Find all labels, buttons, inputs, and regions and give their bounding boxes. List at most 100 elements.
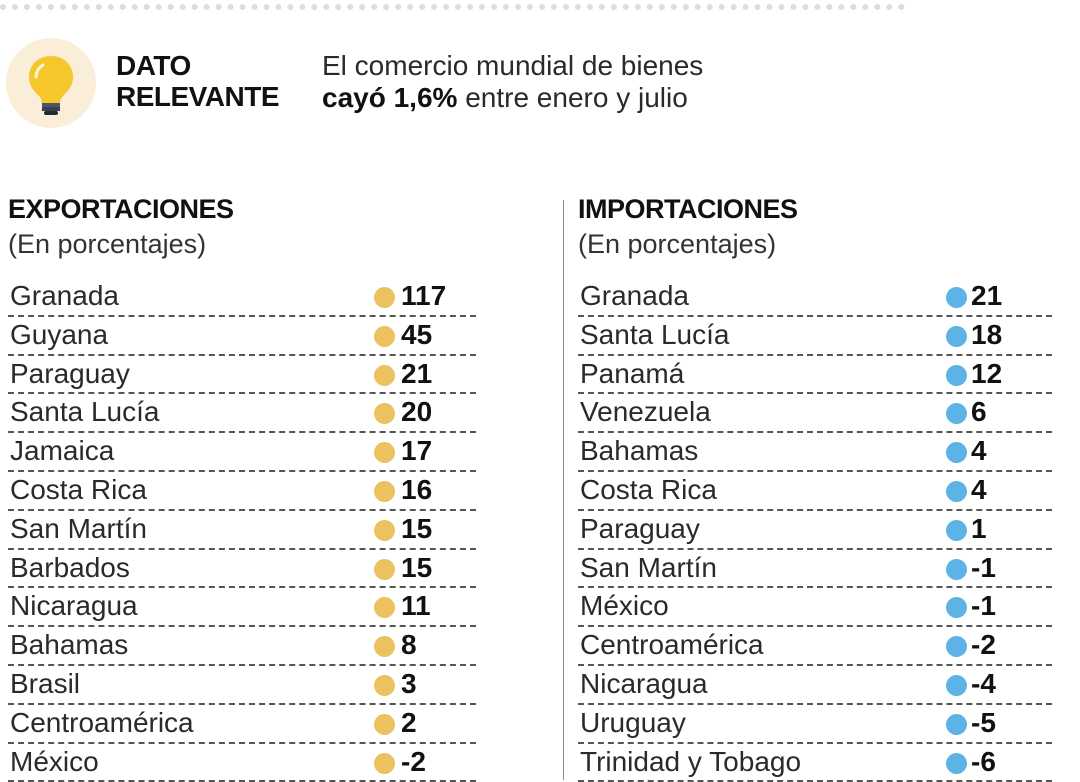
exports-title: EXPORTACIONES: [8, 194, 234, 224]
export-value: 2: [401, 706, 417, 738]
export-country-name: Centroamérica: [10, 706, 194, 738]
export-row: Bahamas 8: [8, 627, 476, 666]
exports-subtitle: (En porcentajes): [8, 229, 207, 259]
import-value: 12: [971, 357, 1003, 389]
lightbulb-icon: [6, 38, 96, 128]
import-dot-marker: [946, 325, 967, 347]
export-value: -2: [401, 745, 426, 777]
import-value: 4: [971, 435, 987, 467]
import-country-name: Bahamas: [580, 435, 699, 467]
export-country-name: Barbados: [10, 551, 130, 583]
export-dot-marker: [374, 403, 395, 425]
export-row: Nicaragua 11: [8, 588, 476, 628]
import-value: -2: [971, 629, 996, 661]
export-dot-marker: [374, 597, 395, 619]
import-dot-marker: [946, 558, 967, 580]
import-dot-marker: [946, 480, 967, 502]
export-value: 3: [401, 667, 417, 699]
export-country-name: Guyana: [10, 318, 109, 350]
import-dot-marker: [946, 597, 967, 619]
dato-text-line1: El comercio mundial de bienes: [322, 50, 704, 81]
import-dot-marker: [946, 287, 967, 308]
export-value: 8: [401, 629, 417, 661]
dato-text-line2: cayó 1,6% entre enero y julio: [322, 82, 842, 114]
export-row: México -2: [8, 744, 476, 782]
import-row: Trinidad y Tobago -6: [578, 744, 1052, 782]
export-row: Santa Lucía 20: [8, 394, 476, 434]
import-dot-marker: [946, 442, 967, 464]
top-cropped-text: [0, 0, 905, 10]
export-dot-marker: [374, 364, 395, 386]
export-row: Granada 117: [8, 278, 476, 317]
dato-label-line1: DATO: [116, 50, 191, 81]
imports-subtitle: (En porcentajes): [578, 229, 777, 259]
import-row: San Martín -1: [578, 550, 1052, 589]
export-value: 15: [401, 512, 433, 544]
export-dot-marker: [374, 325, 395, 347]
imports-panel: IMPORTACIONES (En porcentajes) Granada 21…: [578, 193, 1052, 782]
import-row: Bahamas 4: [578, 433, 1052, 472]
export-value: 16: [401, 473, 433, 505]
import-dot-marker: [946, 364, 967, 386]
export-country-name: Santa Lucía: [10, 396, 160, 428]
dato-text-rest: entre enero y julio: [457, 82, 688, 113]
column-divider: [563, 200, 564, 780]
import-row: Granada 21: [578, 278, 1052, 317]
export-value: 21: [401, 357, 433, 389]
import-dot-marker: [946, 636, 967, 658]
import-country-name: Trinidad y Tobago: [580, 745, 802, 777]
dato-text-highlight: cayó 1,6%: [322, 82, 458, 113]
export-country-name: Costa Rica: [10, 473, 147, 505]
import-row: Nicaragua -4: [578, 666, 1052, 705]
import-row: Costa Rica 4: [578, 472, 1052, 511]
export-row: Paraguay 21: [8, 356, 476, 395]
import-dot-marker: [946, 403, 967, 425]
export-dot-marker: [374, 636, 395, 658]
export-country-name: San Martín: [10, 512, 147, 544]
dato-relevante-text: El comercio mundial de bienes cayó 1,6% …: [322, 50, 842, 114]
import-value: 1: [971, 512, 987, 544]
export-dot-marker: [374, 558, 395, 580]
export-dot-marker: [374, 674, 395, 696]
import-value: -4: [971, 667, 996, 699]
export-country-name: México: [10, 745, 99, 777]
import-value: -6: [971, 745, 996, 777]
import-country-name: Paraguay: [580, 512, 700, 544]
import-dot-marker: [946, 752, 967, 774]
import-row: Panamá 12: [578, 356, 1052, 395]
import-country-name: Costa Rica: [580, 473, 717, 505]
import-country-name: San Martín: [580, 551, 717, 583]
import-country-name: Granada: [580, 280, 689, 311]
export-dot-marker: [374, 480, 395, 502]
export-country-name: Brasil: [10, 667, 81, 699]
import-row: Uruguay -5: [578, 705, 1052, 744]
export-value: 45: [401, 318, 433, 350]
export-value: 11: [401, 590, 431, 622]
export-value: 117: [401, 280, 447, 311]
import-dot-marker: [946, 674, 967, 696]
dato-label-line2: RELEVANTE: [116, 81, 280, 112]
export-row: San Martín 15: [8, 511, 476, 550]
export-country-name: Paraguay: [10, 357, 130, 389]
import-country-name: Venezuela: [580, 396, 711, 428]
import-country-name: México: [580, 590, 669, 622]
imports-title: IMPORTACIONES: [578, 194, 798, 224]
import-value: 4: [971, 473, 987, 505]
export-row: Centroamérica 2: [8, 705, 476, 744]
import-row: México -1: [578, 588, 1052, 628]
export-dot-marker: [374, 713, 395, 735]
exports-panel: EXPORTACIONES (En porcentajes) Granada 11…: [8, 193, 476, 782]
import-country-name: Centroamérica: [580, 629, 764, 661]
import-dot-marker: [946, 713, 967, 735]
import-country-name: Santa Lucía: [580, 318, 730, 350]
exports-rows: Granada 117 Guyana 45 Paraguay 21 Santa Lucía 2…: [8, 278, 476, 782]
import-country-name: Uruguay: [580, 706, 686, 738]
export-row: Brasil 3: [8, 666, 476, 705]
export-dot-marker: [374, 519, 395, 541]
export-row: Guyana 45: [8, 317, 476, 356]
export-row: Costa Rica 16: [8, 472, 476, 511]
export-row: Barbados 15: [8, 550, 476, 589]
export-country-name: Granada: [10, 280, 119, 311]
import-value: 6: [971, 396, 987, 428]
import-value: -1: [971, 590, 996, 622]
